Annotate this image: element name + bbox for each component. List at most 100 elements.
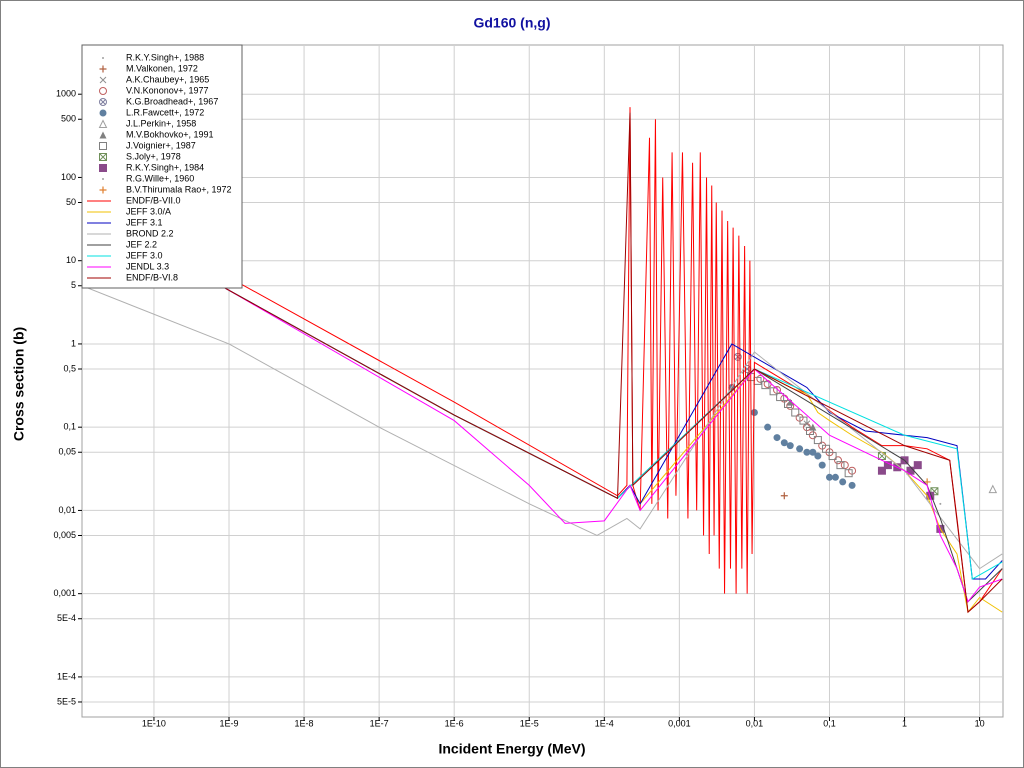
legend-label: JEFF 3.1	[126, 217, 163, 227]
point	[773, 434, 781, 442]
y-axis-label: Cross section (b)	[11, 327, 27, 441]
legend-label: A.K.Chaubey+, 1965	[126, 74, 209, 84]
y-tick-label: 5E-4	[57, 613, 76, 623]
x-tick-label: 0,1	[823, 718, 836, 728]
x-tick-label: 1E-6	[445, 718, 464, 728]
y-tick-label: 500	[61, 114, 76, 124]
point	[828, 452, 837, 461]
legend-marker	[102, 178, 104, 180]
y-tick-label: 10	[66, 255, 76, 265]
legend-label: K.G.Broadhead+, 1967	[126, 96, 218, 106]
legend-label: J.Voignier+, 1987	[126, 140, 196, 150]
point	[764, 423, 772, 431]
series-line	[82, 107, 1003, 614]
legend-marker	[99, 142, 107, 150]
legend-label: R.G.Wille+, 1960	[126, 173, 194, 183]
point	[756, 374, 765, 383]
point	[822, 444, 831, 453]
legend-marker	[99, 98, 108, 106]
legend-label: M.Valkonen, 1972	[126, 63, 198, 73]
legend-label: JEFF 3.0/A	[126, 206, 171, 216]
legend-marker	[99, 87, 107, 95]
point	[839, 478, 847, 486]
x-tick-label: 10	[975, 718, 985, 728]
x-axis-label: Incident Energy (MeV)	[438, 741, 585, 757]
y-tick-label: 100	[61, 172, 76, 182]
y-tick-label: 5E-5	[57, 696, 76, 706]
series-line	[82, 285, 1003, 570]
point	[803, 448, 811, 456]
point	[834, 456, 843, 465]
point	[883, 461, 892, 470]
legend-label: S.Joly+, 1978	[126, 151, 181, 161]
legend-label: JEF 2.2	[126, 239, 157, 249]
x-tick-label: 1E-10	[142, 718, 166, 728]
x-tick-label: 0,01	[746, 718, 764, 728]
legend-label: B.V.Thirumala Rao+, 1972	[126, 184, 231, 194]
point	[776, 393, 785, 402]
legend-marker	[102, 57, 104, 59]
point	[799, 416, 808, 425]
point	[791, 408, 800, 417]
y-tick-label: 1E-4	[57, 671, 76, 681]
legend-label: R.K.Y.Singh+, 1984	[126, 162, 204, 172]
point	[780, 439, 788, 447]
legend-marker	[99, 65, 107, 73]
x-tick-label: 1E-8	[295, 718, 314, 728]
y-tick-label: 0,1	[63, 422, 76, 432]
point	[808, 431, 817, 440]
point	[848, 481, 856, 489]
y-tick-label: 0,001	[53, 588, 76, 598]
legend-label: BROND 2.2	[126, 228, 174, 238]
point	[840, 461, 849, 470]
point	[923, 478, 931, 486]
point	[761, 381, 770, 390]
point	[805, 426, 814, 435]
legend-marker	[99, 186, 107, 194]
x-tick-label: 1E-9	[220, 718, 239, 728]
legend-marker	[99, 153, 107, 161]
point	[769, 387, 778, 396]
point	[809, 448, 817, 456]
legend-label: J.L.Perkin+, 1958	[126, 118, 196, 128]
y-tick-label: 50	[66, 197, 76, 207]
legend-label: L.R.Fawcett+, 1972	[126, 107, 204, 117]
y-tick-label: 0,005	[53, 530, 76, 540]
point	[836, 461, 845, 470]
point	[831, 473, 839, 481]
x-tick-label: 1E-5	[520, 718, 539, 728]
series-line	[82, 112, 1003, 614]
y-tick-label: 1	[71, 338, 76, 348]
point	[877, 466, 886, 475]
point	[813, 436, 822, 445]
point	[818, 461, 826, 469]
legend-label: R.K.Y.Singh+, 1988	[126, 52, 204, 62]
legend-label: ENDF/B-VII.0	[126, 195, 181, 205]
point	[988, 484, 998, 494]
y-tick-label: 0,5	[63, 363, 76, 373]
legend-marker	[99, 109, 107, 117]
point	[780, 492, 788, 500]
x-tick-label: 0,001	[668, 718, 691, 728]
legend-marker	[99, 76, 107, 84]
point	[814, 452, 822, 460]
point	[913, 461, 922, 470]
legend-label: M.V.Bokhovko+, 1991	[126, 129, 213, 139]
point	[750, 409, 758, 417]
point	[783, 399, 792, 408]
legend-label: V.N.Kononov+, 1977	[126, 85, 209, 95]
chart-title: Gd160 (n,g)	[473, 15, 550, 31]
point	[796, 445, 804, 453]
y-tick-label: 0,01	[58, 505, 76, 515]
point	[939, 502, 942, 505]
x-tick-label: 1E-7	[370, 718, 389, 728]
x-tick-label: 1	[902, 718, 907, 728]
y-tick-label: 0,05	[58, 447, 76, 457]
point	[844, 469, 853, 478]
legend-box	[81, 44, 243, 289]
point	[786, 442, 794, 450]
legend-marker	[98, 119, 108, 128]
legend-label: JEFF 3.0	[126, 250, 163, 260]
